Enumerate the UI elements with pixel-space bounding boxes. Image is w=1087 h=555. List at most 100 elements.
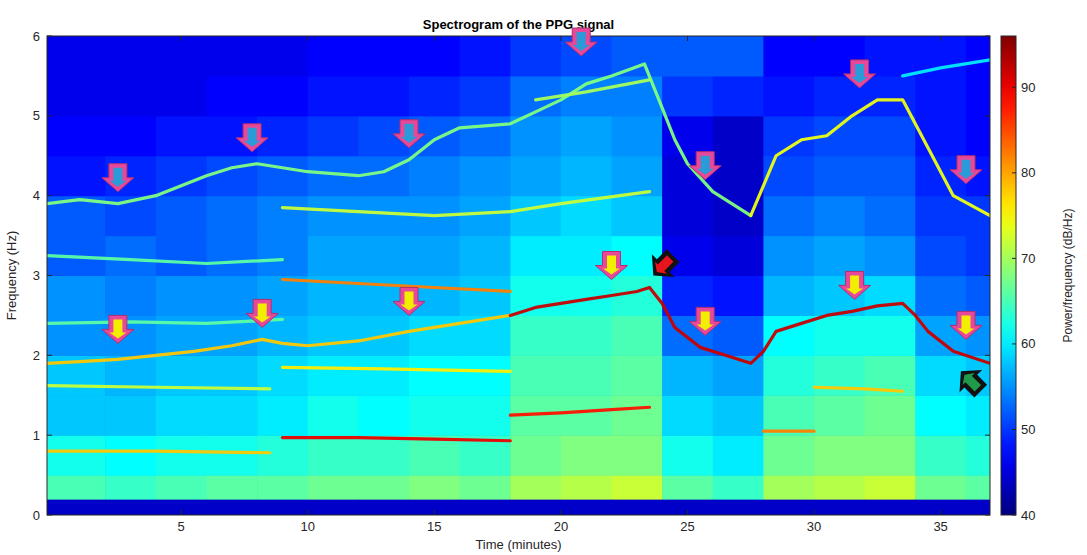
cell [966,395,990,436]
cell [713,236,764,277]
cell [105,276,156,317]
chart: 51015202530350123456Time (minutes)Freque… [0,0,1087,555]
yellow-arrow-core [254,303,271,322]
cell [206,236,257,277]
yellow-arrow [393,287,425,315]
blue-arrow-core [851,64,868,83]
cell [713,395,764,436]
cell [915,395,966,436]
colorbar-tick-label: 70 [1021,251,1035,266]
plot-frame [47,36,990,515]
yellow-arrow [950,311,982,339]
cell [156,116,207,157]
yellow-arrow-body [393,287,425,315]
colorbar-tick [1012,429,1016,430]
blue-arrow [950,156,982,184]
cell [105,475,156,500]
cell [358,76,409,117]
blue-arrow-core [244,128,261,147]
cell [865,116,916,157]
cell [561,315,612,356]
cell [105,395,156,436]
cell [510,315,561,356]
colorbar-tick [1012,515,1016,516]
cell [713,276,764,317]
cell [865,36,916,77]
colorbar-tick-label: 60 [1021,336,1035,351]
cell [308,435,359,476]
blue-arrow-body [102,164,134,192]
cell [156,499,207,515]
cell [460,76,511,117]
cell [865,395,916,436]
cell [510,196,561,237]
cell [206,196,257,237]
cell [105,435,156,476]
x-tick [687,510,688,515]
colorbar-tick-label: 50 [1021,422,1035,437]
blue-arrow-core [401,124,418,143]
y-tick-label: 1 [33,428,40,443]
cell [206,499,257,515]
cell [47,499,106,515]
cell [561,116,612,157]
cell [257,499,308,515]
cell [814,435,865,476]
y-tick-label: 5 [33,108,40,123]
cell [915,499,966,515]
yellow-arrow-body [839,271,871,299]
cell [47,76,106,117]
x-tick-label: 25 [680,519,694,534]
cell [358,475,409,500]
cell [105,236,156,277]
y-axis-title: Frequency (Hz) [4,231,19,321]
cell [966,36,990,77]
cell [409,76,460,117]
cell [915,236,966,277]
cell [308,116,359,157]
cell [612,315,663,356]
cell [763,475,814,500]
cell [409,395,460,436]
x-tick [434,510,435,515]
cell [409,499,460,515]
blue-arrow-body [236,124,268,152]
ridge-line [47,256,282,264]
cell [409,236,460,277]
blue-arrow [844,60,876,88]
y-tick-label: 0 [33,508,40,523]
ridge-line [282,367,510,371]
cell [814,196,865,237]
cell [156,196,207,237]
cell [257,156,308,197]
cell [47,156,106,197]
cell [156,236,207,277]
blue-arrow [565,28,597,56]
cell [662,36,713,77]
x-tick-label: 5 [178,519,185,534]
cell [966,475,990,500]
green-arrow-body [950,360,992,402]
cell [105,499,156,515]
colorbar-tick [1012,87,1016,88]
colorbar-tick [1012,258,1016,259]
cell [47,475,106,500]
background [0,0,1087,555]
y-tick [47,515,52,516]
cell [460,156,511,197]
y-tick [47,275,52,276]
cell [814,315,865,356]
x-axis-title: Time (minutes) [475,537,561,552]
ridge-line [282,438,510,441]
cell [409,156,460,197]
annotation-arrows [102,28,992,402]
cell [47,276,106,317]
cell [662,435,713,476]
cell [206,156,257,197]
cell [308,315,359,356]
cell [510,499,561,515]
cell [612,395,663,436]
cell [763,196,814,237]
yellow-arrow [689,307,721,335]
cell [308,355,359,396]
